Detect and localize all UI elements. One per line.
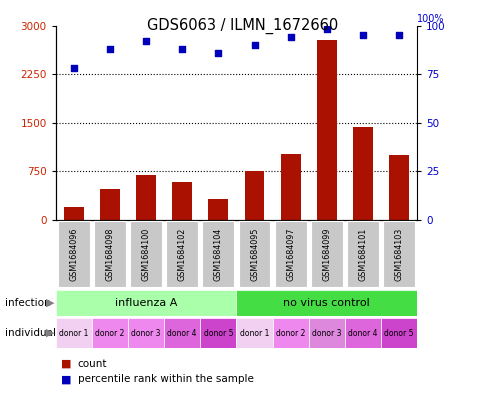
Bar — [166, 222, 198, 287]
Point — [394, 32, 402, 39]
Point — [214, 50, 222, 56]
Text: 100%: 100% — [416, 14, 444, 24]
Text: count: count — [77, 358, 107, 369]
Bar — [92, 318, 128, 348]
Text: ▶: ▶ — [45, 298, 54, 308]
Text: GSM1684104: GSM1684104 — [213, 228, 223, 281]
Text: GSM1684095: GSM1684095 — [249, 228, 258, 281]
Text: infection: infection — [5, 298, 50, 308]
Bar — [308, 318, 344, 348]
Bar — [130, 222, 162, 287]
Bar — [164, 318, 200, 348]
Bar — [388, 155, 408, 220]
Text: donor 5: donor 5 — [383, 329, 413, 338]
Bar — [58, 222, 90, 287]
Bar — [352, 127, 372, 220]
Point — [106, 46, 114, 52]
Text: donor 5: donor 5 — [203, 329, 233, 338]
Text: donor 2: donor 2 — [275, 329, 305, 338]
Text: ■: ■ — [60, 374, 71, 384]
Point — [286, 34, 294, 40]
Bar — [280, 154, 300, 220]
Bar — [56, 290, 236, 316]
Text: donor 4: donor 4 — [348, 329, 377, 338]
Text: no virus control: no virus control — [283, 298, 369, 308]
Bar — [236, 318, 272, 348]
Bar — [100, 189, 120, 220]
Point — [322, 26, 330, 33]
Bar — [236, 290, 416, 316]
Point — [358, 32, 366, 39]
Text: GSM1684099: GSM1684099 — [321, 228, 331, 281]
Bar — [382, 222, 414, 287]
Bar — [310, 222, 342, 287]
Text: individual: individual — [5, 328, 56, 338]
Text: ■: ■ — [60, 358, 71, 369]
Bar — [272, 318, 308, 348]
Bar — [200, 318, 236, 348]
Bar — [136, 174, 156, 220]
Text: GSM1684098: GSM1684098 — [105, 228, 114, 281]
Text: donor 1: donor 1 — [59, 329, 89, 338]
Text: donor 4: donor 4 — [167, 329, 197, 338]
Text: donor 1: donor 1 — [239, 329, 269, 338]
Bar — [208, 199, 228, 220]
Bar — [64, 207, 84, 220]
Bar — [380, 318, 416, 348]
Bar — [238, 222, 270, 287]
Point — [70, 65, 77, 72]
Text: influenza A: influenza A — [115, 298, 177, 308]
Bar — [344, 318, 380, 348]
Text: percentile rank within the sample: percentile rank within the sample — [77, 374, 253, 384]
Text: ▶: ▶ — [45, 328, 54, 338]
Text: donor 2: donor 2 — [95, 329, 124, 338]
Text: GSM1684102: GSM1684102 — [177, 228, 186, 281]
Text: GSM1684101: GSM1684101 — [358, 228, 367, 281]
Point — [142, 38, 150, 44]
Point — [178, 46, 186, 52]
Text: GSM1684103: GSM1684103 — [393, 228, 403, 281]
Bar — [94, 222, 126, 287]
Bar — [274, 222, 306, 287]
Text: donor 3: donor 3 — [131, 329, 161, 338]
Bar — [56, 318, 92, 348]
Text: GSM1684096: GSM1684096 — [69, 228, 78, 281]
Bar — [172, 182, 192, 220]
Text: GDS6063 / ILMN_1672660: GDS6063 / ILMN_1672660 — [147, 18, 337, 34]
Bar — [128, 318, 164, 348]
Bar — [244, 171, 264, 220]
Point — [250, 42, 258, 48]
Text: GSM1684100: GSM1684100 — [141, 228, 151, 281]
Text: GSM1684097: GSM1684097 — [286, 228, 295, 281]
Text: donor 3: donor 3 — [311, 329, 341, 338]
Bar — [202, 222, 234, 287]
Bar — [316, 40, 336, 220]
Bar — [346, 222, 378, 287]
